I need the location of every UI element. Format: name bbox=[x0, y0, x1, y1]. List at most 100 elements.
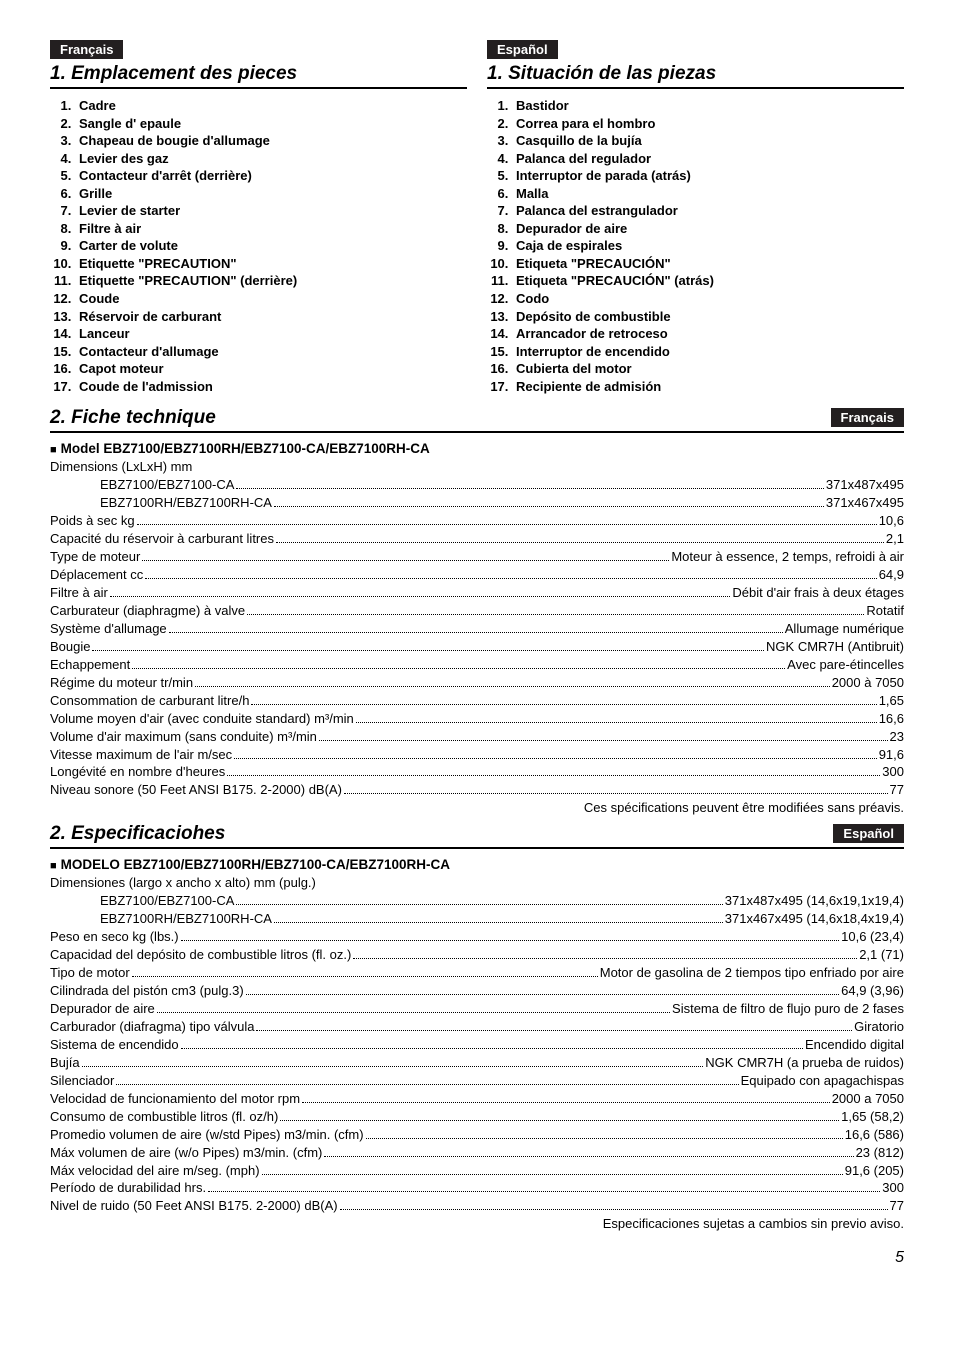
spec-row: Máx velocidad del aire m/seg. (mph) 91,6 … bbox=[50, 1162, 904, 1180]
spec-label: Niveau sonore (50 Feet ANSI B175. 2-2000… bbox=[50, 781, 342, 799]
parts-list-item: Codo bbox=[512, 290, 904, 308]
dot-leader bbox=[234, 748, 877, 758]
spec-row: Volume d'air maximum (sans conduite) m³/… bbox=[50, 728, 904, 746]
spec-row: EBZ7100RH/EBZ7100RH-CA 371x467x495 (14,6… bbox=[50, 910, 904, 928]
fr-dim-heading: Dimensions (LxLxH) mm bbox=[50, 458, 904, 476]
spec-value: 23 (812) bbox=[856, 1144, 904, 1162]
spec-row: EBZ7100/EBZ7100-CA 371x487x495 bbox=[50, 476, 904, 494]
parts-list-item: Cubierta del motor bbox=[512, 360, 904, 378]
parts-list-item: Capot moteur bbox=[75, 360, 467, 378]
fr-sec2-title: 2. Fiche technique bbox=[50, 407, 216, 429]
parts-list-item: Malla bbox=[512, 185, 904, 203]
spec-value: 91,6 (205) bbox=[845, 1162, 904, 1180]
spec-row: Carburateur (diaphragme) à valveRotatif bbox=[50, 602, 904, 620]
dot-leader bbox=[236, 479, 824, 489]
spec-value: 1,65 (58,2) bbox=[841, 1108, 904, 1126]
fr-model-title: Model EBZ7100/EBZ7100RH/EBZ7100-CA/EBZ71… bbox=[61, 441, 430, 456]
spec-value: NGK CMR7H (a prueba de ruidos) bbox=[705, 1054, 904, 1072]
parts-list-item: Etiquette "PRECAUTION" (derrière) bbox=[75, 272, 467, 290]
spec-value: 2,1 bbox=[886, 530, 904, 548]
spec-label: Volume d'air maximum (sans conduite) m³/… bbox=[50, 728, 317, 746]
spec-label: Capacité du réservoir à carburant litres bbox=[50, 530, 274, 548]
spec-row: Poids à sec kg10,6 bbox=[50, 512, 904, 530]
column-spanish: Español 1. Situación de las piezas Basti… bbox=[487, 40, 904, 403]
dot-leader bbox=[142, 551, 669, 561]
dot-leader bbox=[92, 641, 764, 651]
parts-list-item: Contacteur d'allumage bbox=[75, 343, 467, 361]
es-dim-heading: Dimensiones (largo x ancho x alto) mm (p… bbox=[50, 874, 904, 892]
spec-row: Consommation de carburant litre/h1,65 bbox=[50, 692, 904, 710]
dot-leader bbox=[356, 712, 877, 722]
parts-list-item: Contacteur d'arrêt (derrière) bbox=[75, 167, 467, 185]
parts-list-item: Réservoir de carburant bbox=[75, 308, 467, 326]
spec-row: Volume moyen d'air (avec conduite standa… bbox=[50, 710, 904, 728]
parts-list-item: Bastidor bbox=[512, 97, 904, 115]
dot-leader bbox=[324, 1146, 853, 1156]
fr-spec-table: Dimensions (LxLxH) mm EBZ7100/EBZ7100-CA… bbox=[50, 458, 904, 799]
spec-value: Rotatif bbox=[866, 602, 904, 620]
spec-value: Allumage numérique bbox=[785, 620, 904, 638]
dot-leader bbox=[256, 1021, 852, 1031]
spec-row: Filtre à airDébit d'air frais à deux éta… bbox=[50, 584, 904, 602]
lang-tag-fr-sec2: Français bbox=[831, 408, 904, 427]
dot-leader bbox=[137, 515, 877, 525]
parts-list-item: Filtre à air bbox=[75, 220, 467, 238]
parts-list-item: Correa para el hombro bbox=[512, 115, 904, 133]
es-sec2-title: 2. Especificaciohes bbox=[50, 823, 225, 845]
dot-leader bbox=[181, 931, 840, 941]
parts-list-item: Arrancador de retroceso bbox=[512, 325, 904, 343]
es-sec1-title: 1. Situación de las piezas bbox=[487, 63, 904, 89]
spec-value: Débit d'air frais à deux étages bbox=[732, 584, 904, 602]
spec-label: Longévité en nombre d'heures bbox=[50, 763, 225, 781]
fr-model-line: ■Model EBZ7100/EBZ7100RH/EBZ7100-CA/EBZ7… bbox=[50, 441, 904, 456]
dot-leader bbox=[262, 1164, 843, 1174]
spec-row: Type de moteurMoteur à essence, 2 temps,… bbox=[50, 548, 904, 566]
spec-label: Máx velocidad del aire m/seg. (mph) bbox=[50, 1162, 260, 1180]
spec-value: 371x487x495 bbox=[826, 476, 904, 494]
spec-value: 2000 à 7050 bbox=[832, 674, 904, 692]
spec-label: Consumo de combustible litros (fl. oz/h) bbox=[50, 1108, 278, 1126]
spec-value: 300 bbox=[882, 1179, 904, 1197]
dot-leader bbox=[157, 1003, 670, 1013]
spec-label: Sistema de encendido bbox=[50, 1036, 179, 1054]
spec-value: 23 bbox=[890, 728, 904, 746]
spec-label: EBZ7100RH/EBZ7100RH-CA bbox=[100, 494, 272, 512]
dot-leader bbox=[110, 587, 731, 597]
spec-row: Velocidad de funcionamiento del motor rp… bbox=[50, 1090, 904, 1108]
spec-label: Cilindrada del pistón cm3 (pulg.3) bbox=[50, 982, 244, 1000]
fr-parts-list: CadreSangle d' epauleChapeau de bougie d… bbox=[50, 97, 467, 395]
parts-list-item: Coude de l'admission bbox=[75, 378, 467, 396]
spec-value: Giratorio bbox=[854, 1018, 904, 1036]
spec-value: 1,65 bbox=[879, 692, 904, 710]
spec-value: Motor de gasolina de 2 tiempos tipo enfr… bbox=[600, 964, 904, 982]
dot-leader bbox=[340, 1200, 888, 1210]
dot-leader bbox=[116, 1074, 738, 1084]
dot-leader bbox=[145, 569, 876, 579]
parts-list-item: Lanceur bbox=[75, 325, 467, 343]
parts-list-item: Etiqueta "PRECAUCIÓN" (atrás) bbox=[512, 272, 904, 290]
parts-list-item: Interruptor de encendido bbox=[512, 343, 904, 361]
dot-leader bbox=[251, 694, 876, 704]
spec-value: 64,9 (3,96) bbox=[841, 982, 904, 1000]
parts-list-item: Depurador de aire bbox=[512, 220, 904, 238]
fr-footnote: Ces spécifications peuvent être modifiée… bbox=[50, 800, 904, 817]
spec-value: 16,6 bbox=[879, 710, 904, 728]
spec-label: Carburador (diafragma) tipo válvula bbox=[50, 1018, 254, 1036]
parts-list-item: Etiquette "PRECAUTION" bbox=[75, 255, 467, 273]
spec-label: Déplacement cc bbox=[50, 566, 143, 584]
spec-row: BougieNGK CMR7H (Antibruit) bbox=[50, 638, 904, 656]
spec-value: Equipado con apagachispas bbox=[741, 1072, 904, 1090]
spec-row: Máx volumen de aire (w/o Pipes) m3/min. … bbox=[50, 1144, 904, 1162]
spec-row: Sistema de encendidoEncendido digital bbox=[50, 1036, 904, 1054]
spec-value: 2,1 (71) bbox=[859, 946, 904, 964]
spec-row: EchappementAvec pare-étincelles bbox=[50, 656, 904, 674]
spec-value: 16,6 (586) bbox=[845, 1126, 904, 1144]
spec-row: Tipo de motor Motor de gasolina de 2 tiem… bbox=[50, 964, 904, 982]
es-model-title: MODELO EBZ7100/EBZ7100RH/EBZ7100-CA/EBZ7… bbox=[61, 857, 450, 872]
page-number: 5 bbox=[50, 1249, 904, 1267]
dot-leader bbox=[236, 895, 722, 905]
spec-row: Carburador (diafragma) tipo válvula Girat… bbox=[50, 1018, 904, 1036]
spec-label: Depurador de aire bbox=[50, 1000, 155, 1018]
parts-list-item: Carter de volute bbox=[75, 237, 467, 255]
spec-label: Tipo de motor bbox=[50, 964, 130, 982]
